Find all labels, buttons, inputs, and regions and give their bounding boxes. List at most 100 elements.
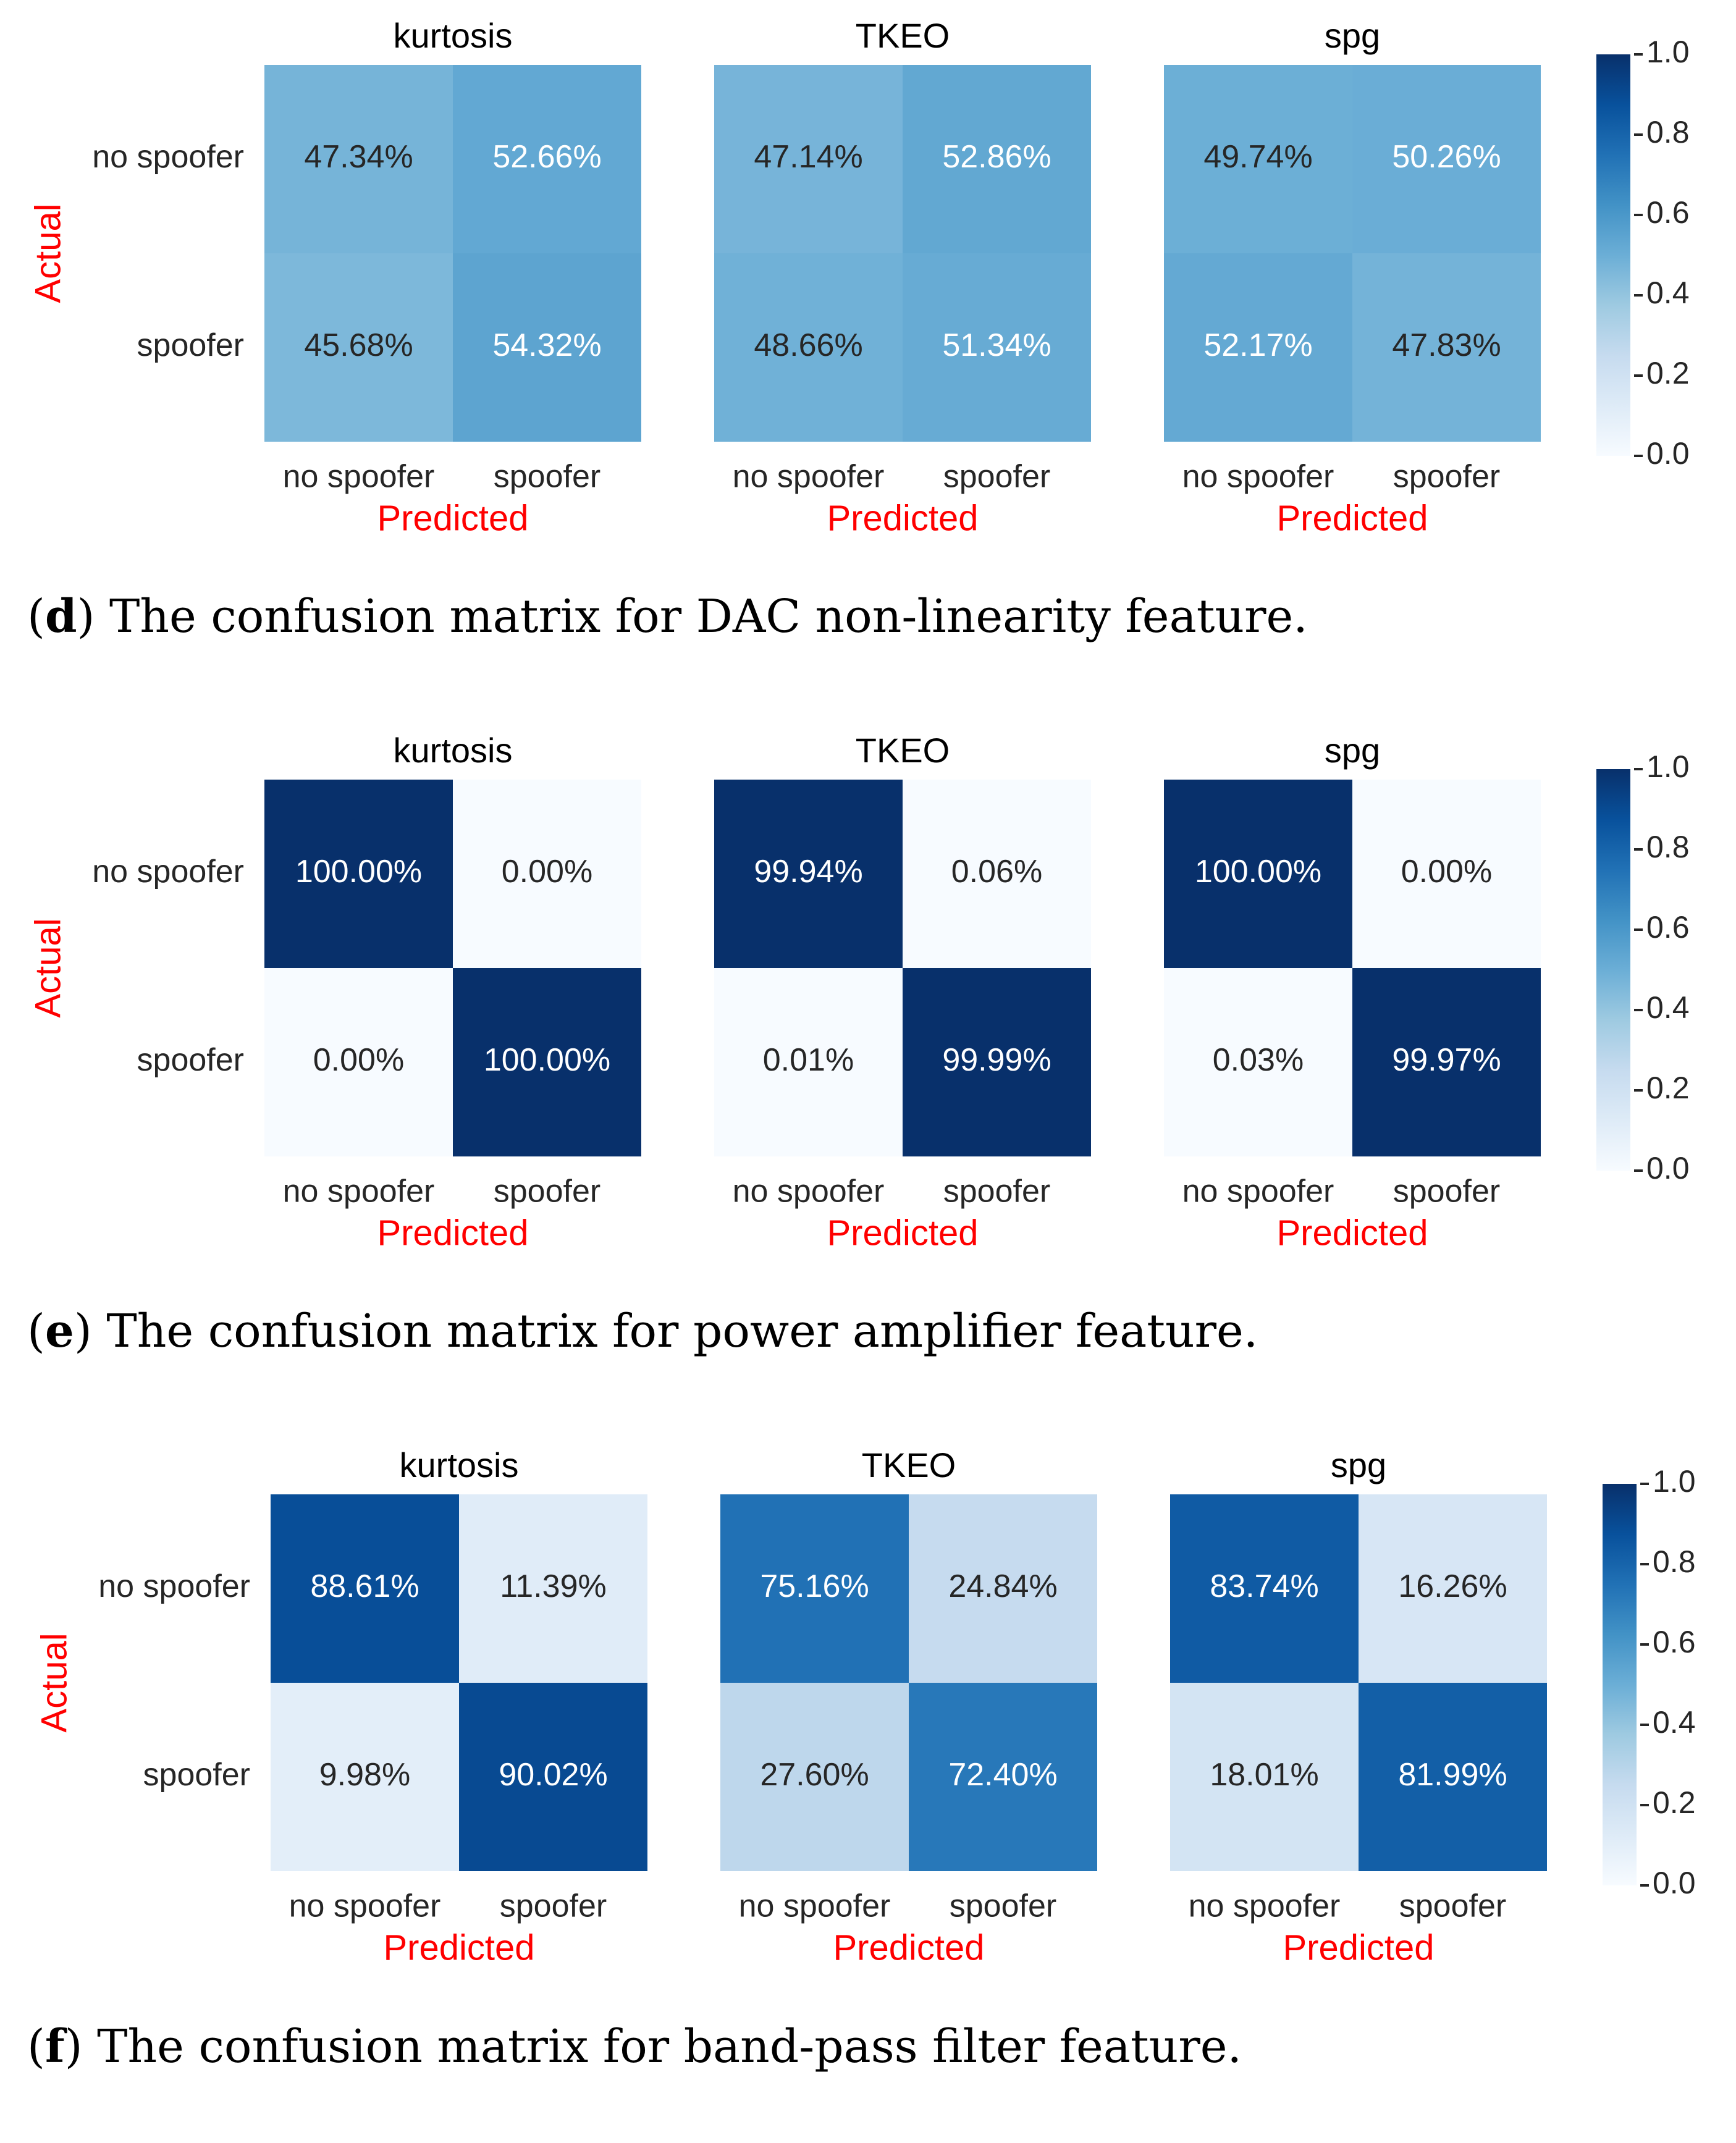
cell-value-label: 100.00% (484, 1042, 610, 1078)
heatmap-cell (1170, 1683, 1359, 1871)
matrix-tkeo: TKEO 75.16% 24.84% 27.60% 72.40% no spoofer sp… (720, 1446, 1097, 1968)
heatmap-cell (271, 1683, 459, 1871)
heatmap-cell (453, 65, 641, 253)
heatmap-cell (1164, 968, 1352, 1156)
cell-value-label: 9.98% (319, 1757, 410, 1793)
colorbar-tick-label: 0.2 (1653, 1785, 1696, 1820)
colorbar-tick-label: 0.8 (1646, 830, 1690, 864)
colorbar-tick-label: 1.0 (1646, 35, 1690, 69)
matrix-title: kurtosis (400, 1446, 519, 1484)
y-axis-label: Actual (28, 918, 68, 1017)
figure-caption: (d) The confusion matrix for DAC non-lin… (27, 590, 1308, 643)
colorbar-tick-label: 0.2 (1646, 356, 1690, 390)
colorbar (1596, 769, 1630, 1171)
caption-text: The confusion matrix for power amplifier… (106, 1305, 1258, 1358)
cell-value-label: 90.02% (499, 1757, 607, 1793)
colorbar-tick-label: 0.0 (1646, 1151, 1690, 1185)
colorbar-tick-label: 0.8 (1646, 115, 1690, 149)
heatmap-cell (1170, 1494, 1359, 1683)
cell-value-label: 88.61% (310, 1568, 419, 1604)
heatmap-cell (903, 65, 1091, 253)
confusion-matrix-svg: Actual no spoofer spoofer kurtosis 88.61% 11.… (34, 1446, 1696, 1968)
row-tick-label: no spoofer (92, 854, 244, 890)
row-tick-label: no spoofer (98, 1568, 250, 1604)
y-axis-label: Actual (34, 1633, 74, 1732)
col-tick-label: no spoofer (283, 459, 435, 495)
colorbar-tick-label: 0.6 (1646, 195, 1690, 230)
heatmap-cell (1352, 253, 1541, 442)
x-axis-label: Predicted (383, 1927, 534, 1968)
heatmap-cell (264, 780, 453, 968)
heatmap-cell (903, 253, 1091, 442)
matrix-kurtosis: kurtosis 88.61% 11.39% 9.98% 90.02% no spoofe… (271, 1446, 647, 1968)
cell-value-label: 0.03% (1213, 1042, 1304, 1078)
heatmap-cell (714, 253, 903, 442)
cell-value-label: 47.14% (754, 139, 862, 175)
col-tick-label: spoofer (1393, 1174, 1500, 1210)
caption-text: The confusion matrix for band-pass filte… (97, 2020, 1242, 2073)
heatmap-cell (1164, 253, 1352, 442)
colorbar-tick-label: 0.6 (1653, 1625, 1696, 1659)
matrix-spg: spg 83.74% 16.26% 18.01% 81.99% no spoofer spo… (1170, 1446, 1547, 1968)
cell-value-label: 16.26% (1398, 1568, 1507, 1604)
cell-value-label: 27.60% (760, 1757, 869, 1793)
cell-value-label: 99.97% (1392, 1042, 1501, 1078)
heatmap-cell (1164, 65, 1352, 253)
colorbar-tick-label: 0.4 (1646, 276, 1690, 310)
figure-root: Actual no spoofer spoofer kurtosis 47.34% 52.… (0, 16, 1736, 2073)
cell-value-label: 49.74% (1203, 139, 1312, 175)
heatmap-cell (453, 253, 641, 442)
x-axis-label: Predicted (1276, 1213, 1428, 1253)
figure-panel-e: Actual no spoofer spoofer kurtosis 100.00% 0.… (0, 715, 1736, 1428)
heatmap-cell (1359, 1683, 1547, 1871)
col-tick-label: spoofer (943, 459, 1050, 495)
x-axis-label: Predicted (827, 1213, 978, 1253)
col-tick-label: no spoofer (733, 1174, 885, 1210)
cell-value-label: 83.74% (1210, 1568, 1318, 1604)
heatmap-cell (459, 1683, 647, 1871)
colorbar (1603, 1484, 1637, 1885)
heatmap-cell (1352, 780, 1541, 968)
matrix-title: TKEO (862, 1446, 956, 1484)
cell-value-label: 81.99% (1398, 1757, 1507, 1793)
heatmap-cell (453, 780, 641, 968)
y-axis-label: Actual (28, 203, 68, 303)
heatmap-cell (903, 968, 1091, 1156)
cell-value-label: 100.00% (295, 854, 422, 890)
heatmap-cell (1352, 968, 1541, 1156)
confusion-matrix-svg: Actual no spoofer spoofer kurtosis 47.34% 52.… (28, 16, 1690, 539)
heatmap-cell (1359, 1494, 1547, 1683)
cell-value-label: 75.16% (760, 1568, 869, 1604)
cell-value-label: 11.39% (500, 1568, 607, 1604)
cell-value-label: 0.01% (763, 1042, 854, 1078)
col-tick-label: no spoofer (1189, 1888, 1341, 1924)
matrix-tkeo: TKEO 47.14% 52.86% 48.66% 51.34% no spoofer sp… (714, 16, 1091, 538)
colorbar-tick-label: 0.8 (1653, 1544, 1696, 1579)
cell-value-label: 24.84% (948, 1568, 1057, 1604)
heatmap-cell (909, 1494, 1097, 1683)
col-tick-label: spoofer (950, 1888, 1056, 1924)
heatmap-cell (264, 968, 453, 1156)
col-tick-label: no spoofer (289, 1888, 441, 1924)
heatmap-cell (714, 65, 903, 253)
cell-value-label: 100.00% (1195, 854, 1321, 890)
col-tick-label: spoofer (494, 459, 600, 495)
figure-caption: (f) The confusion matrix for band-pass f… (27, 2020, 1242, 2073)
matrix-title: TKEO (856, 16, 950, 55)
caption-letter: f (44, 2020, 65, 2073)
matrix-tkeo: TKEO 99.94% 0.06% 0.01% 99.99% no spoofer spoo… (714, 731, 1091, 1253)
col-tick-label: spoofer (494, 1174, 600, 1210)
matrix-title: kurtosis (394, 16, 513, 55)
colorbar-tick-label: 0.0 (1646, 436, 1690, 471)
cell-value-label: 52.86% (942, 139, 1051, 175)
cell-value-label: 99.99% (942, 1042, 1051, 1078)
caption-text: The confusion matrix for DAC non-lineari… (109, 590, 1308, 643)
matrix-spg: spg 100.00% 0.00% 0.03% 99.97% no spoofer spoo… (1164, 731, 1541, 1253)
matrix-kurtosis: kurtosis 100.00% 0.00% 0.00% 100.00% no spoof… (264, 731, 641, 1253)
x-axis-label: Predicted (1283, 1927, 1434, 1968)
confusion-matrix-svg: Actual no spoofer spoofer kurtosis 100.00% 0.… (28, 731, 1690, 1253)
heatmap-cell (264, 253, 453, 442)
col-tick-label: spoofer (1393, 459, 1500, 495)
matrix-title: spg (1325, 731, 1380, 770)
cell-value-label: 18.01% (1210, 1757, 1318, 1793)
